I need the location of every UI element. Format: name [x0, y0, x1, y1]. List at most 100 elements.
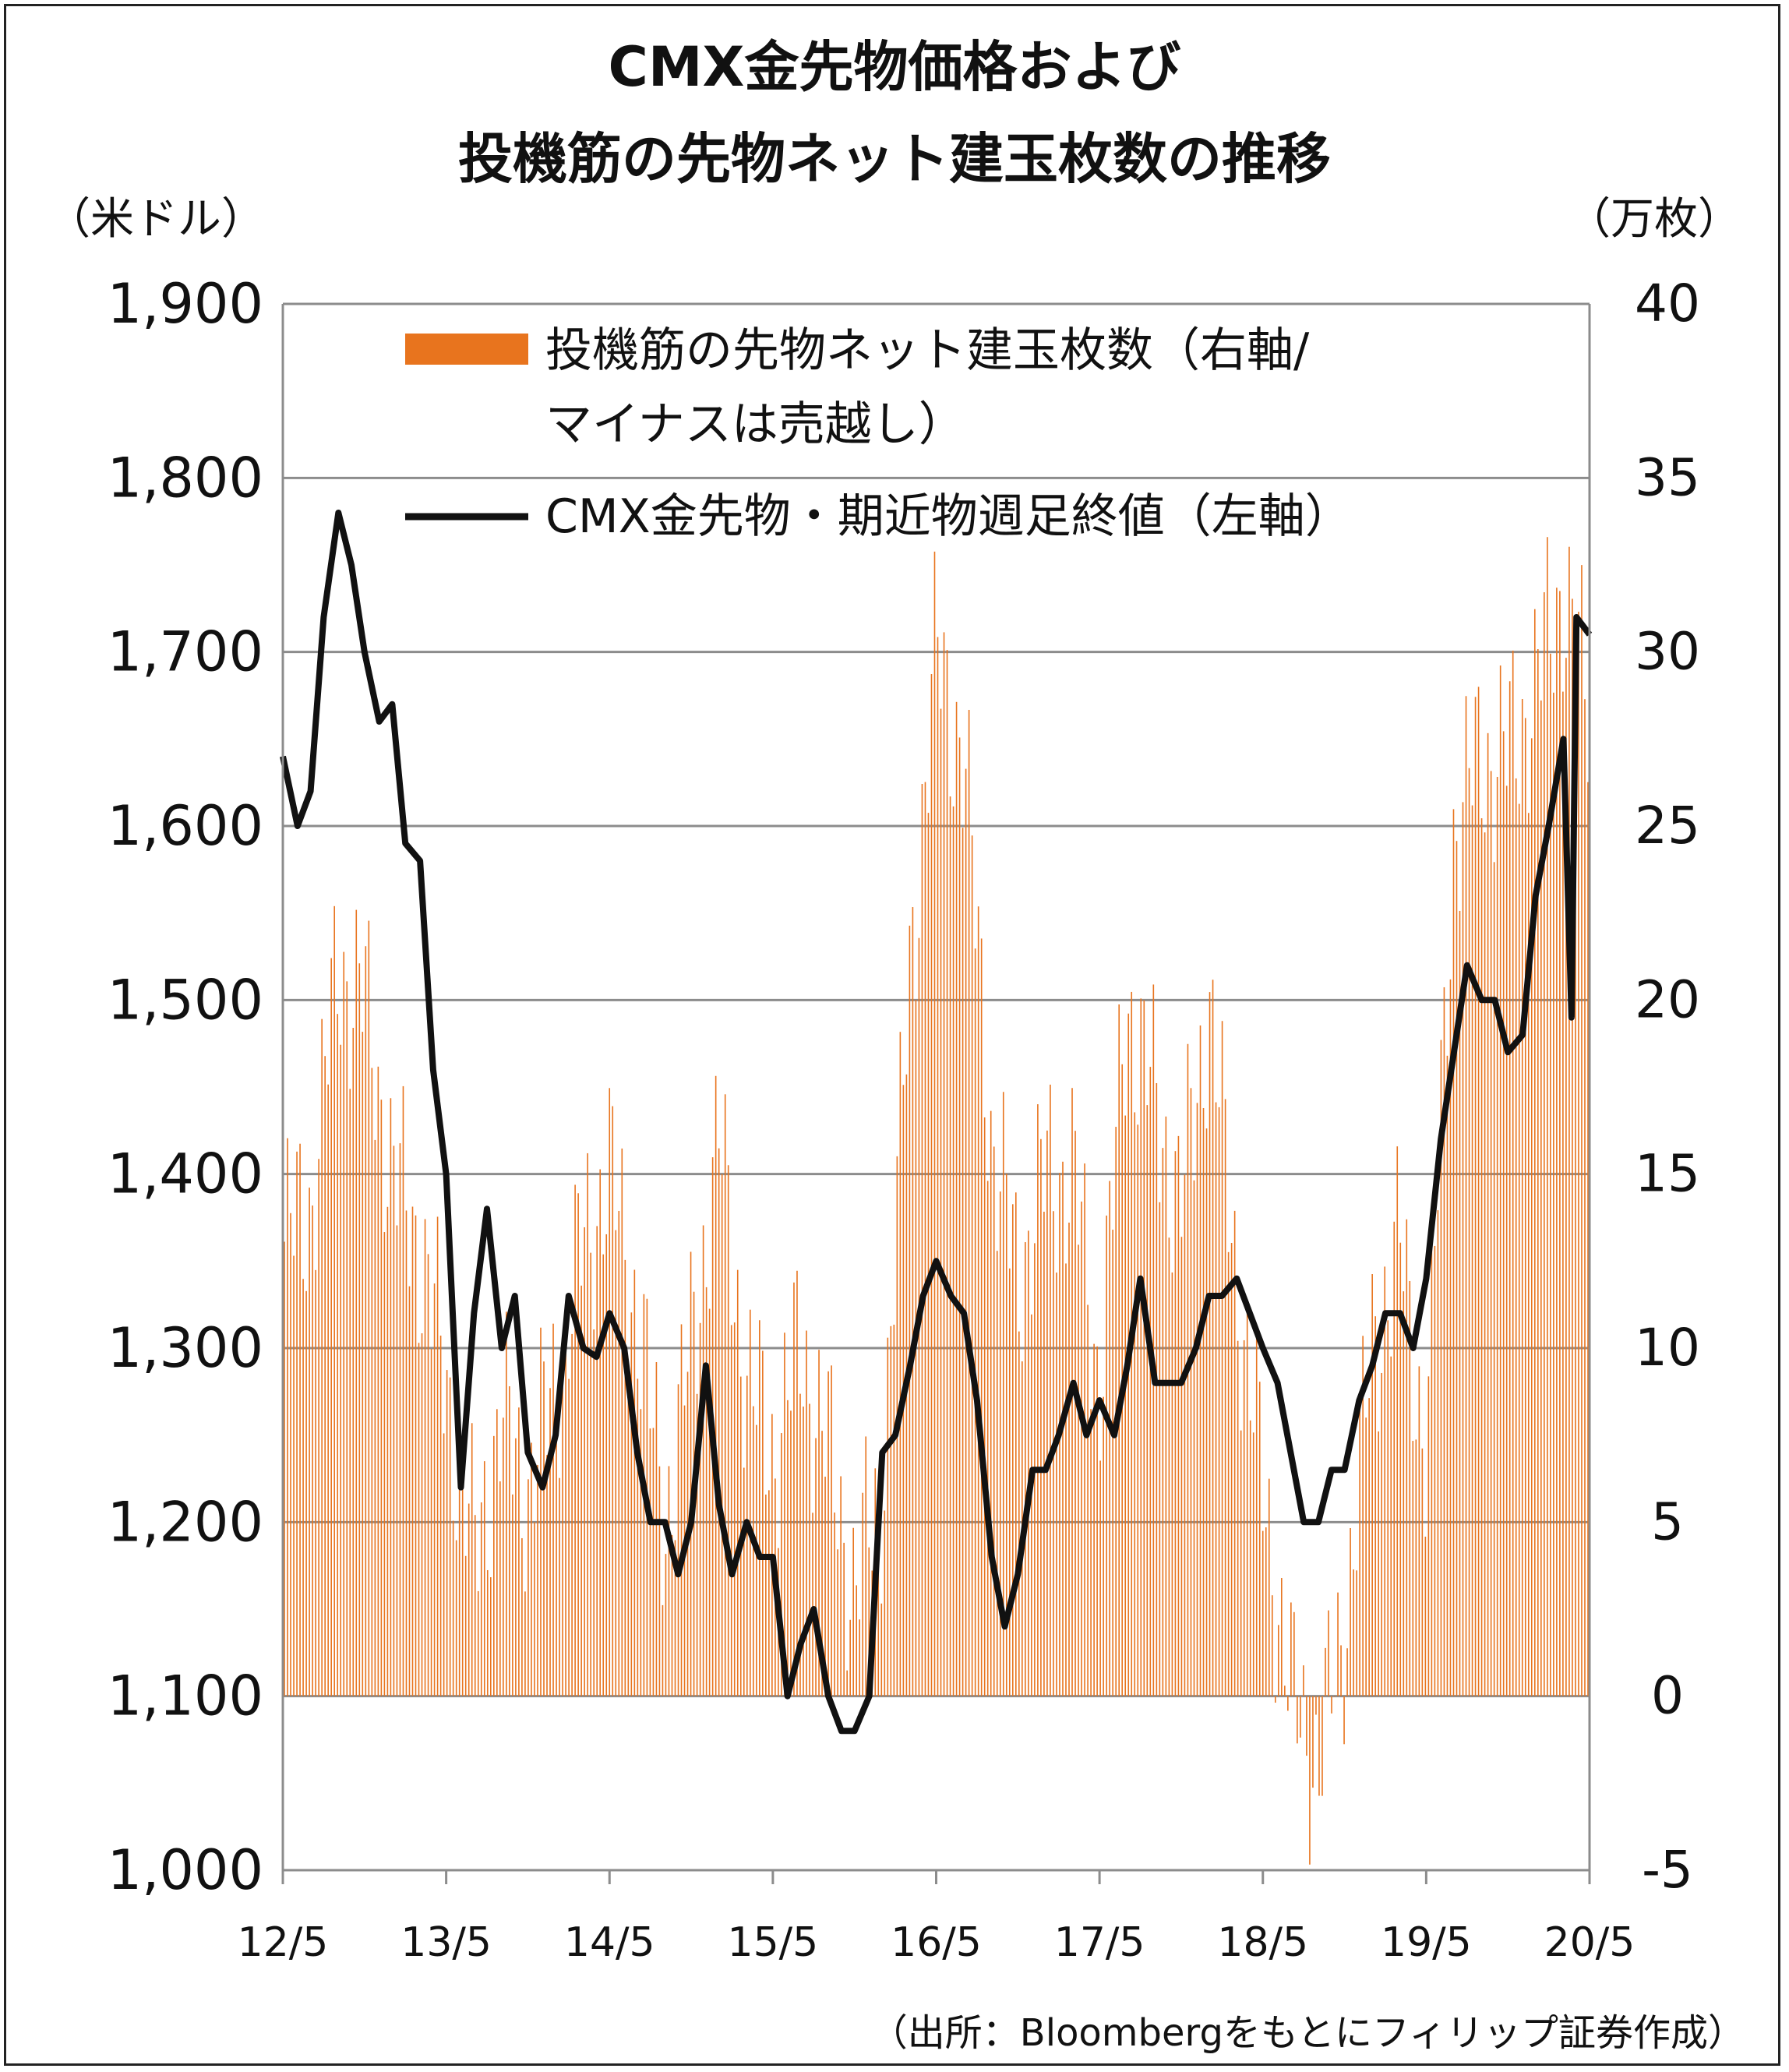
net-position-bar: [439, 1335, 442, 1696]
net-position-bar: [759, 1320, 760, 1696]
net-position-bar: [705, 1287, 707, 1696]
net-position-bar: [718, 1148, 720, 1696]
net-position-bar: [793, 1282, 795, 1696]
net-position-bar: [1480, 818, 1483, 1696]
net-position-bar: [1015, 1192, 1017, 1696]
net-position-bar: [1587, 782, 1589, 1696]
net-position-bar: [1315, 1696, 1317, 1715]
net-position-bar: [1443, 987, 1445, 1696]
net-position-bar: [1278, 1625, 1279, 1696]
net-position-bar: [1524, 718, 1526, 1696]
net-position-bar: [1230, 1242, 1233, 1696]
net-position-bar: [377, 1066, 379, 1696]
net-position-bar: [1462, 802, 1464, 1696]
net-position-bar: [1068, 1222, 1070, 1696]
net-position-bar: [1431, 1223, 1433, 1696]
net-position-bar: [1096, 1346, 1098, 1696]
net-position-bar: [765, 1494, 767, 1696]
left-tick-label: 1,500: [108, 968, 263, 1032]
net-position-bar: [1306, 1696, 1307, 1756]
net-position-bar: [411, 1206, 414, 1696]
net-position-bar: [1246, 1307, 1248, 1696]
net-position-bar: [752, 1406, 754, 1696]
net-position-bar: [1300, 1696, 1301, 1738]
net-position-bar: [1340, 1645, 1342, 1696]
net-position-bar: [815, 1438, 817, 1696]
net-position-bar: [1325, 1647, 1326, 1696]
net-position-bar: [1334, 1696, 1336, 1697]
net-position-bar: [605, 1234, 608, 1696]
net-position-bar: [962, 828, 964, 1696]
bar-series: [284, 537, 1589, 1865]
net-position-bar: [1449, 979, 1452, 1696]
net-position-bar: [1293, 1611, 1295, 1696]
net-position-bar: [1584, 699, 1586, 1696]
right-tick-label: 15: [1635, 1144, 1700, 1204]
net-position-bar: [458, 1430, 460, 1696]
net-position-bar: [333, 905, 335, 1696]
net-position-bar: [627, 1377, 630, 1696]
net-position-bar: [318, 1159, 319, 1696]
net-position-bar: [1371, 1274, 1373, 1696]
net-position-bar: [1093, 1343, 1095, 1696]
chart-title-line-2: 投機筋の先物ネット建玉枚数の推移: [458, 127, 1331, 191]
net-position-bar: [812, 1513, 813, 1696]
net-position-bar: [621, 1148, 623, 1696]
net-position-bar: [1199, 1025, 1201, 1696]
net-position-bar: [546, 1455, 548, 1696]
net-position-bar: [534, 1522, 535, 1696]
net-position-bar: [1037, 1104, 1039, 1696]
net-position-bar: [977, 906, 979, 1696]
net-position-bar: [1484, 832, 1486, 1696]
net-position-bar: [1090, 1409, 1092, 1696]
net-position-bar: [1056, 1272, 1057, 1696]
net-position-bar: [1268, 1478, 1270, 1696]
net-position-bar: [1356, 1570, 1357, 1696]
net-position-bar: [362, 1032, 364, 1696]
right-tick-label: 0: [1651, 1666, 1684, 1726]
net-position-bar: [1124, 1115, 1127, 1696]
net-position-bar: [909, 925, 911, 1696]
net-position-bar: [1515, 778, 1517, 1696]
net-position-bar: [305, 1290, 307, 1696]
net-position-bar: [1002, 1092, 1004, 1696]
net-position-bar: [1446, 1055, 1448, 1696]
net-position-bar: [1396, 1146, 1399, 1696]
left-tick-label: 1,300: [108, 1316, 263, 1380]
net-position-bar: [1168, 1237, 1170, 1696]
x-tick-label: 16/5: [891, 1919, 982, 1966]
net-position-bar: [1112, 1230, 1113, 1696]
x-tick-label: 18/5: [1217, 1919, 1308, 1966]
net-position-bar: [702, 1225, 704, 1696]
net-position-bar: [615, 1230, 617, 1696]
right-tick-label: 30: [1635, 622, 1700, 682]
net-position-bar: [1046, 1130, 1048, 1696]
net-position-bar: [1065, 1263, 1067, 1696]
net-position-bar: [521, 1537, 523, 1696]
net-position-bar: [937, 637, 939, 1696]
net-position-bar: [1162, 1148, 1164, 1696]
net-position-bar: [1502, 731, 1505, 1696]
net-position-bar: [358, 963, 361, 1696]
net-position-bar: [1350, 1528, 1351, 1696]
net-position-bar: [543, 1361, 545, 1696]
net-position-bar: [1159, 1202, 1161, 1696]
net-position-bar: [880, 1603, 883, 1696]
net-position-bar: [284, 1241, 285, 1696]
net-position-bar: [1287, 1696, 1289, 1711]
net-position-bar: [1193, 1180, 1195, 1696]
net-position-bar: [1331, 1696, 1332, 1714]
net-position-bar: [1271, 1595, 1273, 1696]
net-position-bar: [1227, 1251, 1230, 1696]
net-position-bar: [986, 1181, 989, 1696]
net-position-bar: [1274, 1696, 1276, 1703]
net-position-bar: [1218, 1107, 1220, 1696]
net-position-bar: [1565, 658, 1567, 1696]
net-position-bar: [489, 1577, 492, 1696]
net-position-bar: [949, 796, 951, 1696]
net-position-bar: [1508, 681, 1511, 1696]
net-position-bar: [893, 1324, 895, 1696]
net-position-bar: [809, 1403, 810, 1696]
net-position-bar: [1527, 813, 1530, 1696]
net-position-bar: [302, 1279, 304, 1696]
